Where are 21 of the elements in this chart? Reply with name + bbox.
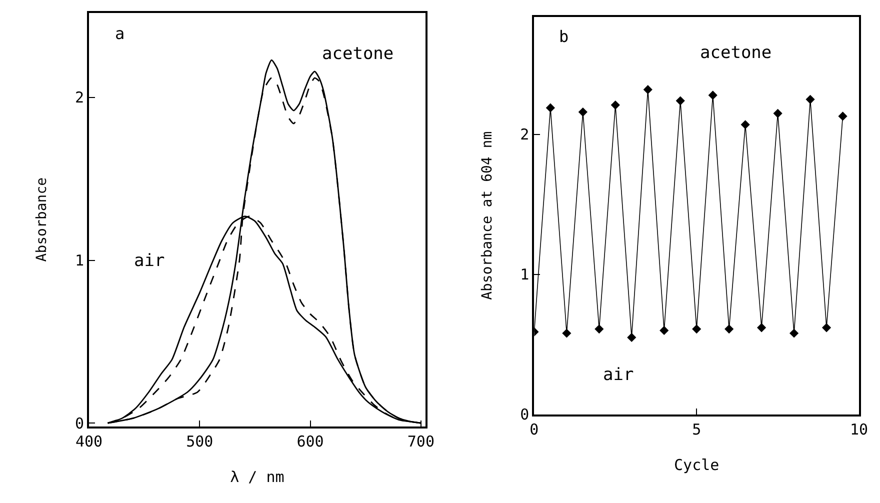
y-axis-title: Absorbance <box>34 177 50 262</box>
annotation: air <box>603 365 634 385</box>
annotation: air <box>134 251 165 271</box>
x-tick-label: 700 <box>407 432 434 450</box>
y-tick-label: 1 <box>520 266 530 284</box>
x-axis-title: λ / nm <box>230 468 284 486</box>
y-tick-label: 1 <box>74 252 84 270</box>
x-tick-label: 10 <box>850 420 868 438</box>
y-tick-label: 2 <box>74 88 84 107</box>
x-axis-title: Cycle <box>674 456 720 474</box>
x-tick-label: 400 <box>75 432 103 450</box>
annotation: acetone <box>700 43 772 63</box>
x-tick-label: 5 <box>692 420 702 438</box>
annotation: b <box>559 27 569 46</box>
y-axis-title: Absorbance at 604 nm <box>479 131 496 300</box>
annotation: a <box>115 24 125 43</box>
y-tick-label: 0 <box>520 406 530 424</box>
x-tick-label: 500 <box>186 432 214 450</box>
annotation: acetone <box>322 44 394 64</box>
x-tick-label: 600 <box>296 432 324 450</box>
y-tick-label: 2 <box>520 126 530 144</box>
